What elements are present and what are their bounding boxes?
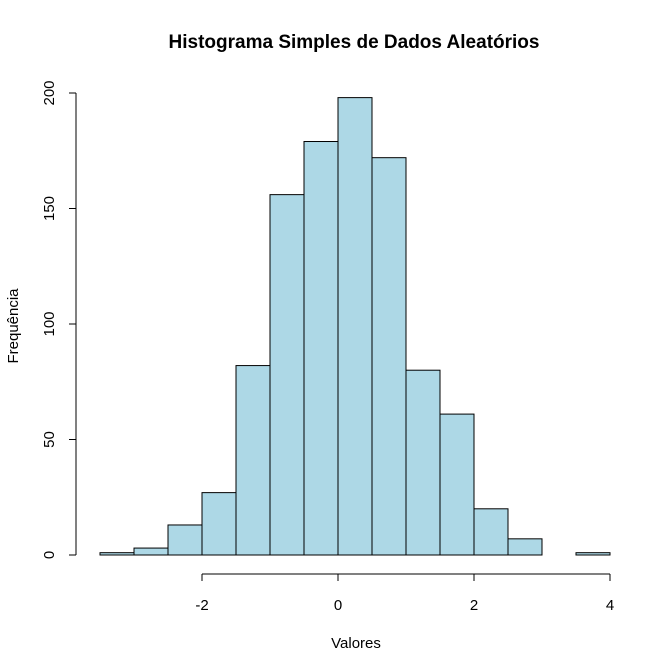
histogram-bar: [269, 194, 305, 556]
histogram-bar: [201, 492, 237, 556]
x-tick-label: 0: [334, 597, 342, 614]
histogram-bar: [473, 508, 509, 556]
y-axis: 0 50 100 150 200: [41, 80, 77, 559]
y-tick-label: 0: [41, 551, 58, 559]
x-axis: -2 0 2 4: [195, 573, 614, 614]
x-tick-label: 4: [606, 597, 614, 614]
histogram-bar: [439, 413, 475, 556]
y-tick-label: 100: [41, 311, 58, 336]
x-axis-label: Valores: [331, 635, 381, 652]
histogram-bar: [133, 547, 169, 556]
x-tick-label: 2: [470, 597, 478, 614]
bars-group: [99, 97, 611, 556]
y-tick-label: 200: [41, 80, 58, 105]
y-tick-label: 150: [41, 196, 58, 221]
histogram-bar: [371, 157, 407, 556]
histogram-bar: [337, 97, 373, 556]
histogram-bar: [405, 369, 441, 556]
histogram-bar: [99, 552, 135, 556]
chart-title: Histograma Simples de Dados Aleatórios: [169, 32, 540, 53]
x-tick-label: -2: [195, 597, 208, 614]
y-tick-label: 50: [41, 431, 58, 448]
y-axis-label: Frequência: [5, 288, 22, 364]
histogram-bar: [575, 552, 611, 556]
histogram-bar: [507, 538, 543, 556]
histogram-bar: [167, 524, 203, 556]
histogram-bar: [235, 365, 271, 556]
histogram-bar: [303, 141, 339, 556]
